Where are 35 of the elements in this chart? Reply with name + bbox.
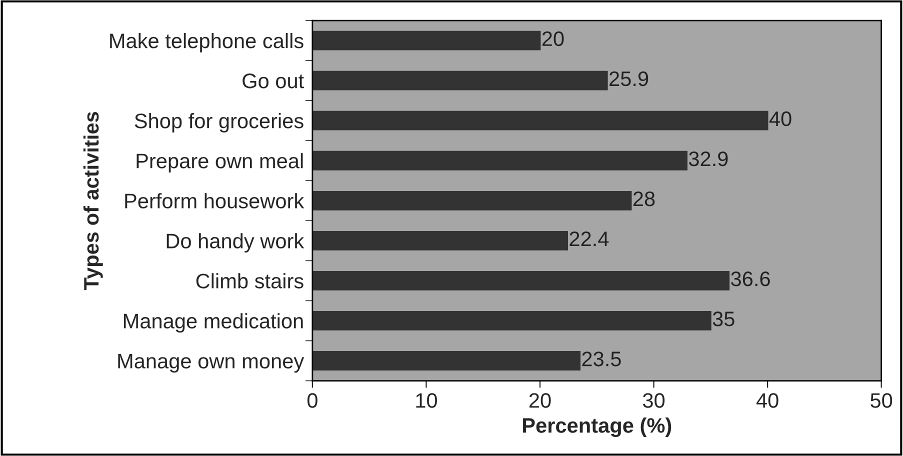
y-tick-label: Go out bbox=[242, 74, 304, 88]
bar bbox=[312, 351, 581, 370]
bar bbox=[312, 150, 688, 170]
bar bbox=[312, 230, 568, 250]
data-label: 40 bbox=[769, 111, 792, 126]
y-tick-label: Climb stairs bbox=[196, 273, 304, 288]
x-tick-label: 30 bbox=[642, 393, 665, 408]
y-tick-label: Do handy work bbox=[166, 233, 304, 253]
y-tick-label: Manage own money bbox=[118, 354, 304, 373]
data-label: 28 bbox=[633, 191, 655, 206]
x-tick-label: 0 bbox=[307, 393, 318, 408]
data-label: 23.5 bbox=[582, 352, 621, 366]
y-tick-label: Shop for groceries bbox=[134, 113, 304, 132]
bar bbox=[312, 30, 541, 50]
bar bbox=[312, 110, 768, 130]
x-tick-label: 10 bbox=[416, 393, 437, 408]
x-tick-label: 20 bbox=[529, 393, 551, 408]
data-label: 36.6 bbox=[731, 272, 770, 286]
x-tick-label: 50 bbox=[870, 393, 892, 408]
y-axis-title: Types of activities bbox=[83, 112, 103, 290]
y-tick-label: Prepare own meal bbox=[136, 153, 303, 172]
data-label: 32.9 bbox=[688, 151, 728, 166]
data-label: 20 bbox=[542, 31, 564, 46]
x-tick-label: 40 bbox=[756, 393, 778, 408]
y-tick-label: Perform housework bbox=[125, 193, 304, 208]
data-label: 22.4 bbox=[570, 232, 609, 246]
bar bbox=[312, 270, 730, 290]
bar bbox=[312, 70, 608, 90]
x-axis-title: Percentage (%) bbox=[523, 418, 672, 438]
y-tick-label: Make telephone calls bbox=[110, 32, 304, 52]
data-label: 25.9 bbox=[610, 71, 648, 86]
data-label: 35 bbox=[712, 312, 734, 326]
bar bbox=[312, 190, 632, 210]
y-tick-label: Manage medication bbox=[124, 313, 303, 333]
bar bbox=[312, 311, 712, 330]
